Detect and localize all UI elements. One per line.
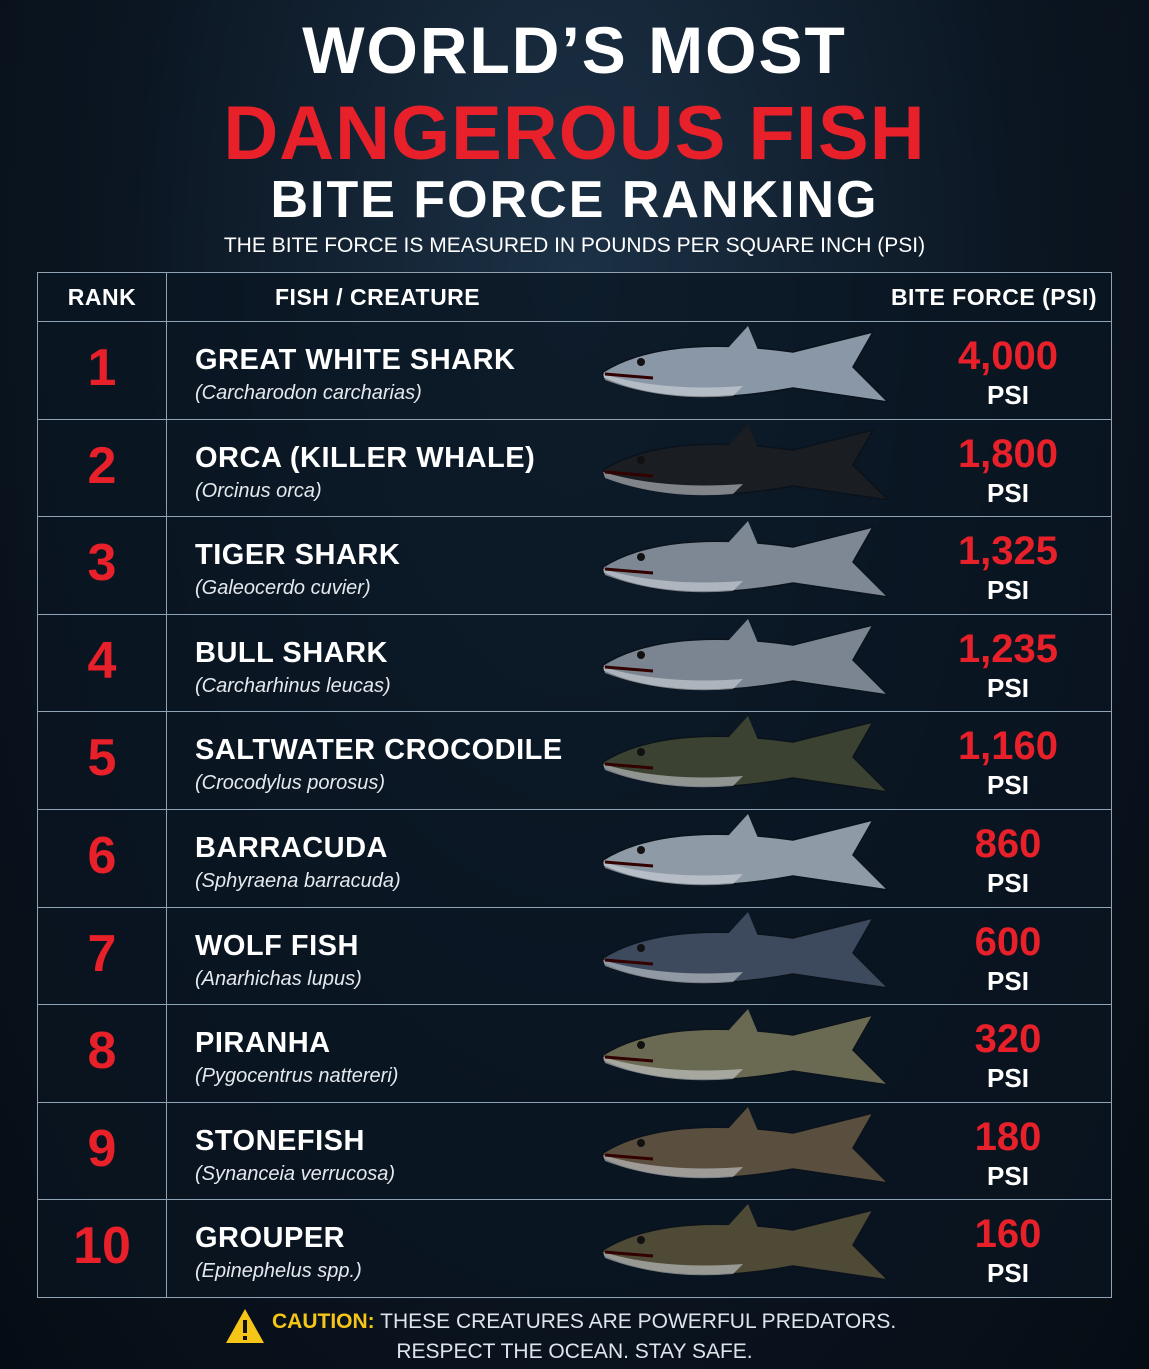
creature-name: PIRANHA — [195, 1027, 331, 1060]
rank: 7 — [87, 924, 117, 983]
bite-unit: PSI — [987, 672, 1029, 703]
rank: 9 — [87, 1119, 117, 1178]
bite-unit: PSI — [987, 770, 1029, 801]
creature-name: STONEFISH — [195, 1124, 365, 1157]
scientific-name: (Crocodylus porosus) — [195, 772, 386, 795]
creature-illustration — [602, 911, 891, 989]
bite-unit: PSI — [987, 1160, 1029, 1191]
table-row: 10 GROUPER (Epinephelus spp.) 160 PSI — [38, 1199, 1111, 1297]
bite-force: 180 — [974, 1114, 1042, 1159]
rank: 5 — [87, 729, 117, 788]
table-row: 4 BULL SHARK (Carcharhinus leucas) 1,235 PSI — [38, 613, 1111, 712]
scientific-name: (Synanceia verrucosa) — [195, 1162, 396, 1185]
table-row: 1 GREAT WHITE SHARK (Carcharodon carcharia… — [38, 321, 1111, 419]
bite-force: 320 — [974, 1017, 1042, 1062]
scientific-name: (Carcharodon carcharias) — [195, 382, 422, 404]
rank: 4 — [87, 631, 117, 690]
column-header: FISH / CREATURE — [275, 284, 481, 310]
creature-name: SALTWATER CROCODILE — [195, 734, 563, 767]
caution-label: CAUTION: — [272, 1310, 375, 1333]
title-line2: DANGEROUS FISH — [223, 91, 926, 176]
table-row: 6 BARRACUDA (Sphyraena barracuda) 860 PSI — [38, 809, 1111, 907]
scientific-name: (Orcinus orca) — [195, 479, 322, 502]
bite-unit: PSI — [987, 380, 1029, 410]
ranking-table: RANK FISH / CREATURE BITE FORCE (PSI) 1 G… — [37, 272, 1112, 1298]
creature-illustration — [602, 1009, 891, 1087]
footer-line1-wrap: CAUTION: THESE CREATURES ARE POWERFUL PR… — [272, 1310, 896, 1334]
bite-force: 1,235 — [957, 626, 1059, 671]
rank: 2 — [87, 436, 117, 495]
table-row: 9 STONEFISH (Synanceia verrucosa) 180 PSI — [38, 1101, 1111, 1200]
bite-unit: PSI — [987, 1258, 1029, 1289]
column-divider — [166, 273, 167, 1297]
warning-icon — [226, 1309, 264, 1343]
rank: 3 — [87, 534, 117, 593]
creature-illustration — [602, 521, 891, 599]
rank: 8 — [87, 1022, 117, 1081]
footer-text: THESE CREATURES ARE POWERFUL PREDATORS. — [380, 1310, 897, 1333]
creature-name: GREAT WHITE SHARK — [195, 344, 516, 376]
bite-unit: PSI — [987, 575, 1029, 606]
rank: 10 — [73, 1217, 131, 1276]
scientific-name: (Galeocerdo cuvier) — [195, 577, 371, 600]
creature-name: TIGER SHARK — [195, 539, 401, 572]
creature-name: BULL SHARK — [195, 636, 388, 669]
rank: 6 — [87, 827, 117, 885]
creature-illustration — [602, 326, 891, 404]
creature-name: ORCA (KILLER WHALE) — [195, 441, 536, 474]
creature-name: BARRACUDA — [195, 832, 388, 864]
bite-unit: PSI — [987, 868, 1029, 898]
creature-illustration — [602, 1106, 891, 1184]
creature-illustration — [602, 1204, 891, 1282]
footer-text: RESPECT THE OCEAN. STAY SAFE. — [396, 1340, 753, 1363]
bite-force: 1,160 — [957, 724, 1059, 769]
scientific-name: (Epinephelus spp.) — [195, 1260, 362, 1283]
creature-name: WOLF FISH — [195, 929, 359, 962]
creature-illustration — [602, 618, 891, 696]
title-line1: WORLD’S MOST — [302, 13, 847, 87]
creature-name: GROUPER — [195, 1222, 346, 1255]
creature-illustration — [602, 814, 891, 892]
bite-unit: PSI — [987, 477, 1029, 508]
bite-force: 600 — [974, 919, 1042, 964]
creature-illustration — [602, 716, 891, 794]
scientific-name: (Sphyraena barracuda) — [195, 870, 401, 892]
bite-force: 860 — [974, 822, 1042, 866]
bite-unit: PSI — [987, 965, 1029, 996]
bite-force: 1,800 — [957, 431, 1059, 476]
table-row: 3 TIGER SHARK (Galeocerdo cuvier) 1,325 PSI — [38, 516, 1111, 614]
column-header: BITE FORCE (PSI) — [890, 284, 1097, 310]
column-header: RANK — [67, 284, 137, 310]
scientific-name: (Pygocentrus nattereri) — [195, 1065, 399, 1088]
bite-force: 4,000 — [957, 334, 1059, 378]
rank: 1 — [87, 339, 117, 397]
table-row: 7 WOLF FISH (Anarhichas lupus) 600 PSI — [38, 906, 1111, 1005]
table-row: 2 ORCA (KILLER WHALE) (Orcinus orca) 1,800 P… — [38, 418, 1111, 517]
bite-force: 1,325 — [957, 529, 1059, 574]
subtitle: THE BITE FORCE IS MEASURED IN POUNDS PER… — [223, 234, 926, 257]
table-row: 5 SALTWATER CROCODILE (Crocodylus porosus)… — [38, 711, 1111, 809]
bite-force: 160 — [974, 1212, 1042, 1257]
table-row: 8 PIRANHA (Pygocentrus nattereri) 320 PSI — [38, 1004, 1111, 1102]
scientific-name: (Anarhichas lupus) — [195, 967, 362, 990]
bite-unit: PSI — [987, 1063, 1029, 1094]
creature-illustration — [602, 423, 891, 501]
scientific-name: (Carcharhinus leucas) — [195, 674, 391, 697]
title-line3: BITE FORCE RANKING — [270, 171, 879, 229]
